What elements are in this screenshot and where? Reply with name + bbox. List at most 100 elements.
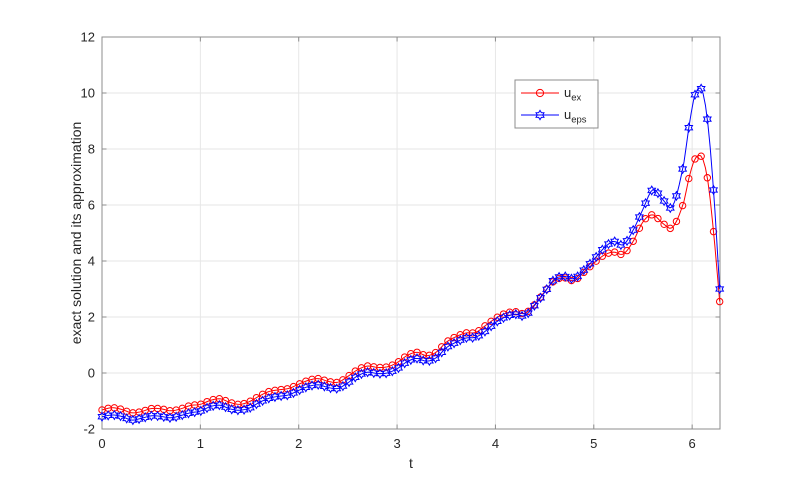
marker-circle (295, 380, 304, 388)
y-tick-label: 4 (88, 254, 95, 269)
marker-hexagram (400, 357, 410, 369)
legend-label-u_ex: uex (564, 85, 582, 104)
y-tick-label: 10 (81, 86, 95, 101)
marker-circle (351, 367, 359, 375)
marker-circle (666, 224, 674, 233)
marker-hexagram (412, 353, 422, 364)
marker-hexagram (183, 407, 194, 419)
marker-circle (388, 361, 397, 369)
marker-hexagram (610, 236, 620, 247)
marker-hexagram (480, 326, 490, 337)
marker-hexagram (659, 195, 669, 207)
marker-hexagram (653, 187, 663, 199)
marker-hexagram (560, 271, 570, 282)
legend-marker-circle (535, 88, 545, 98)
marker-hexagram (486, 320, 496, 332)
marker-hexagram (573, 271, 583, 282)
marker-hexagram (505, 310, 515, 321)
marker-hexagram (109, 409, 119, 421)
marker-circle (623, 246, 631, 255)
x-tick-label: 6 (689, 436, 696, 451)
marker-hexagram (678, 163, 688, 175)
plot-area (101, 36, 721, 430)
grid-layer (102, 37, 720, 429)
marker-circle (289, 382, 298, 391)
x-tick-label: 0 (98, 436, 105, 451)
marker-hexagram (165, 412, 175, 424)
marker-hexagram (251, 398, 262, 410)
marker-hexagram (690, 89, 700, 101)
marker-hexagram (492, 316, 502, 327)
marker-hexagram (548, 275, 558, 286)
marker-hexagram (115, 410, 126, 422)
marker-hexagram (535, 292, 546, 304)
x-axis-label: t (409, 455, 413, 471)
y-axis-label: exact solution and its approximation (68, 122, 84, 345)
marker-hexagram (153, 410, 163, 422)
marker-hexagram (542, 284, 552, 295)
marker-hexagram (122, 413, 132, 424)
legend-entry-u_ex: uex (521, 85, 582, 104)
legend-marker-hexagram (535, 109, 545, 121)
marker-hexagram (640, 197, 651, 209)
legend-box (514, 79, 599, 129)
marker-hexagram (529, 300, 539, 312)
marker-hexagram (387, 365, 397, 377)
marker-circle (691, 155, 699, 163)
marker-hexagram (647, 185, 657, 196)
marker-circle (685, 174, 693, 183)
marker-hexagram (208, 400, 218, 412)
marker-hexagram (597, 244, 607, 255)
marker-circle (413, 348, 421, 356)
y-tick-label: 6 (88, 198, 95, 213)
marker-circle (400, 353, 409, 361)
marker-hexagram (245, 402, 255, 413)
marker-hexagram (363, 366, 373, 378)
marker-circle (610, 248, 619, 256)
x-tick-label: 2 (295, 436, 302, 451)
marker-hexagram (220, 401, 231, 413)
marker-hexagram (325, 382, 336, 394)
marker-circle (660, 220, 668, 228)
marker-hexagram (585, 258, 595, 270)
marker-hexagram (591, 251, 601, 263)
marker-circle (240, 399, 248, 408)
marker-hexagram (437, 347, 447, 358)
series-layer (97, 83, 725, 426)
y-tick-label: 8 (88, 142, 95, 157)
marker-circle (678, 201, 687, 210)
marker-hexagram (227, 403, 237, 415)
marker-hexagram (634, 211, 644, 223)
marker-circle (252, 393, 261, 402)
marker-hexagram (128, 414, 138, 426)
y-tick-label: 12 (81, 30, 95, 45)
marker-hexagram (190, 406, 200, 418)
y-tick-label: 0 (88, 366, 95, 381)
marker-circle (246, 397, 254, 405)
marker-hexagram (350, 372, 360, 383)
legend-label-u_eps: ueps (564, 107, 587, 126)
marker-hexagram (443, 341, 453, 352)
y-tick-label: 2 (88, 310, 95, 325)
marker-hexagram (579, 264, 589, 276)
tick-layer (101, 36, 720, 430)
marker-hexagram (307, 380, 317, 391)
marker-circle (425, 351, 434, 359)
marker-circle (617, 250, 625, 259)
marker-hexagram (671, 190, 682, 202)
marker-hexagram (214, 399, 224, 411)
series-line-u_ex (101, 154, 721, 414)
marker-hexagram (628, 224, 638, 236)
marker-circle (648, 211, 656, 219)
marker-hexagram (430, 352, 441, 364)
marker-circle (333, 378, 341, 387)
x-tick-label: 5 (590, 436, 597, 451)
marker-hexagram (270, 391, 280, 403)
marker-circle (221, 396, 230, 405)
series-u_eps (97, 83, 725, 426)
marker-hexagram (715, 283, 725, 295)
